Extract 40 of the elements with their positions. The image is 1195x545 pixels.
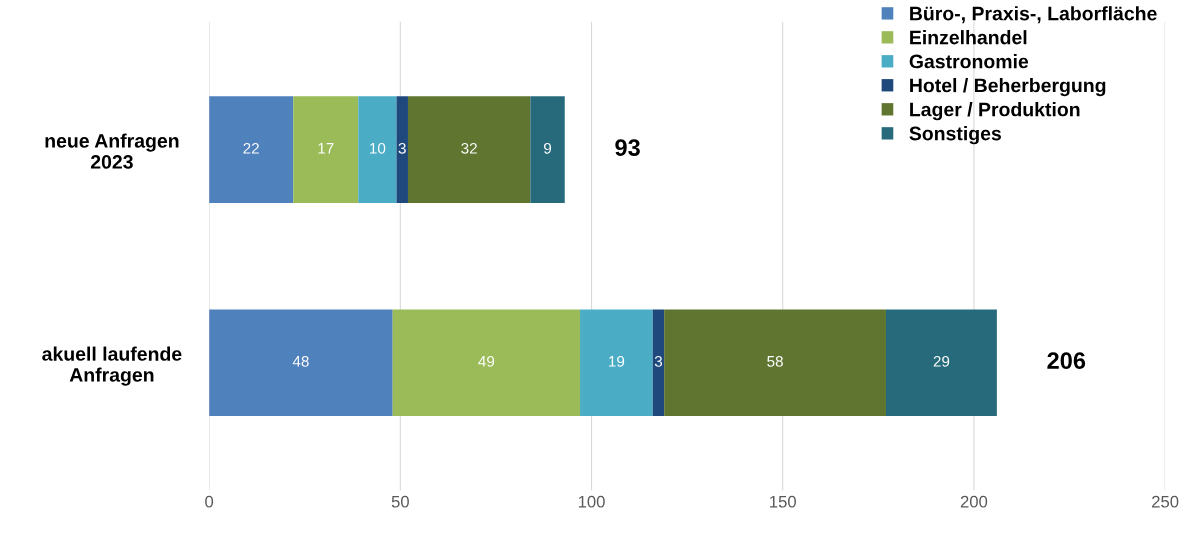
data-label: 48: [292, 355, 309, 367]
legend-label: Hotel / Beherbergung: [910, 78, 1106, 97]
legend-label: Büro-, Praxis-, Laborfläche: [910, 6, 1157, 24]
total-label: 93: [615, 139, 640, 156]
legend-label: Gastronomie: [909, 54, 1029, 69]
bar: [209, 309, 393, 416]
data-label: 49: [478, 355, 495, 367]
data-label: 17: [318, 143, 334, 154]
x-tick-label: 200: [960, 495, 988, 508]
bar: [530, 96, 565, 203]
total-label: 206: [1047, 352, 1086, 370]
data-label: 9: [544, 142, 552, 154]
x-tick-label: 50: [391, 495, 409, 508]
y-tick-label: akuell laufende Anfragen: [42, 346, 182, 386]
data-label: 19: [609, 355, 625, 367]
legend-label: Lager / Produktion: [910, 102, 1080, 121]
legend-label: Einzelhandel: [910, 30, 1027, 45]
bar: [293, 96, 359, 203]
bar: [407, 96, 531, 203]
x-tick-label: 250: [1152, 495, 1179, 508]
bar: [580, 309, 653, 416]
data-label: 58: [767, 355, 783, 367]
bar: [885, 309, 997, 416]
data-label: 3: [398, 142, 406, 154]
bar: [358, 96, 397, 203]
x-tick-label: 150: [770, 495, 796, 508]
x-tick-label: 100: [578, 495, 605, 508]
x-tick-label: 0: [205, 495, 214, 508]
data-label: 29: [933, 355, 950, 367]
bar: [396, 96, 408, 203]
data-label: 10: [370, 142, 386, 154]
bar: [392, 309, 581, 416]
bar: [209, 96, 294, 203]
bar: [652, 309, 665, 416]
data-label: 22: [243, 142, 259, 154]
legend-label: Sonstiges: [909, 126, 1001, 145]
data-label: 3: [654, 355, 663, 367]
data-label: 32: [461, 142, 477, 154]
bar: [664, 309, 886, 416]
y-tick-label: neue Anfragen 2023: [45, 133, 179, 169]
